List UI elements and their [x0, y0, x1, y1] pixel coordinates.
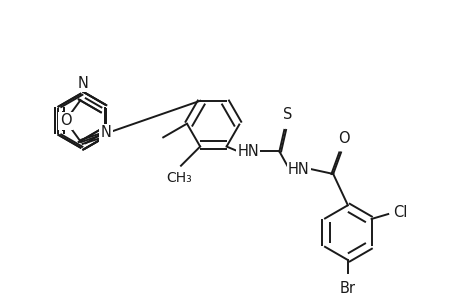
Text: HN: HN — [237, 144, 258, 159]
Text: CH₃: CH₃ — [166, 171, 191, 184]
Text: N: N — [78, 76, 89, 92]
Text: HN: HN — [287, 161, 309, 176]
Text: S: S — [282, 107, 291, 122]
Text: Cl: Cl — [392, 205, 407, 220]
Text: N: N — [101, 125, 112, 140]
Text: Br: Br — [339, 280, 355, 296]
Text: O: O — [60, 113, 71, 128]
Text: O: O — [337, 130, 349, 146]
